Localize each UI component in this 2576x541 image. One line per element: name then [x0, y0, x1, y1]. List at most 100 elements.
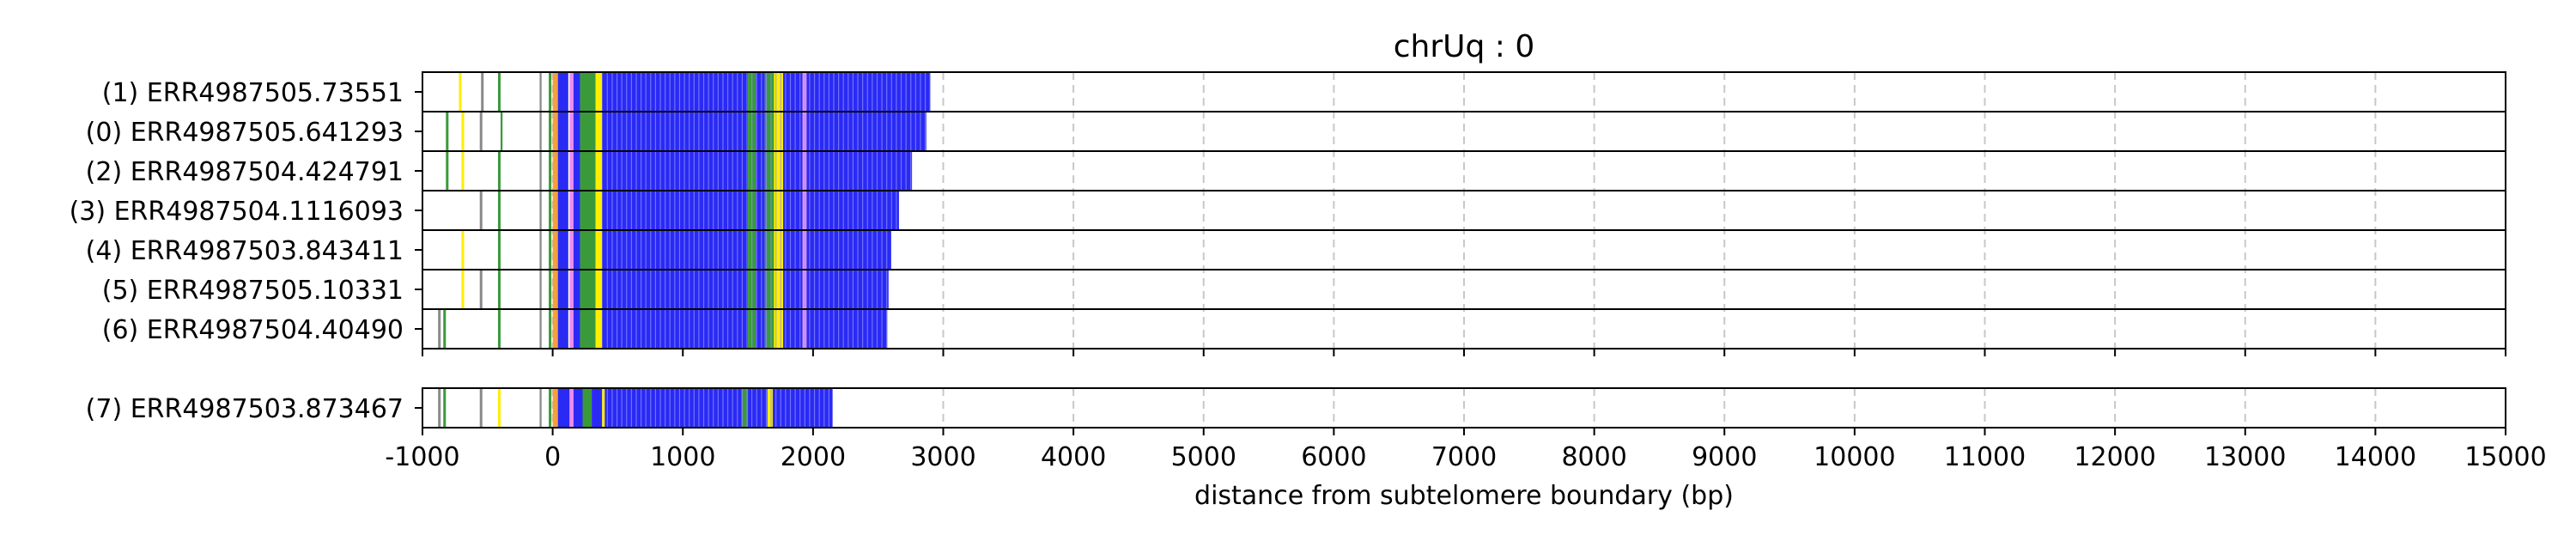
read-segment — [461, 270, 465, 308]
read-label: (2) ERR4987504.424791 — [86, 157, 404, 187]
read-segment — [557, 231, 568, 269]
read-segment — [595, 112, 603, 150]
read-segment — [539, 191, 542, 229]
read-segment — [580, 152, 596, 190]
read-segment — [539, 231, 542, 269]
read-segment — [602, 389, 605, 427]
x-tick-label: 6000 — [1301, 442, 1366, 472]
read-segment — [756, 310, 765, 348]
read-label: (1) ERR4987505.73551 — [102, 78, 404, 108]
chart-title: chrUq : 0 — [1394, 29, 1535, 64]
read-label: (5) ERR4987505.10331 — [102, 276, 404, 306]
read-segment — [783, 191, 803, 229]
read-segment — [497, 310, 501, 348]
read-segment — [557, 112, 568, 150]
x-tick-label: 12000 — [2074, 442, 2155, 472]
read-segment — [569, 310, 574, 348]
read-segment — [569, 389, 574, 427]
read-label: (7) ERR4987503.873467 — [86, 394, 404, 424]
read-segment — [552, 191, 558, 229]
read-segment — [557, 73, 568, 111]
x-tick-label: 2000 — [781, 442, 846, 472]
read-segment — [438, 389, 441, 427]
x-tick-label: 4000 — [1041, 442, 1106, 472]
read-segment — [592, 389, 603, 427]
read-segment — [774, 231, 784, 269]
read-segment — [573, 112, 580, 150]
read-segment — [569, 270, 574, 308]
read-segment — [806, 73, 931, 111]
read-segment — [539, 310, 542, 348]
x-axis-label: distance from subtelomere boundary (bp) — [1194, 481, 1734, 511]
read-segment — [767, 389, 773, 427]
read-segment — [459, 73, 462, 111]
read-segment — [774, 310, 784, 348]
read-segment — [774, 73, 784, 111]
read-segment — [764, 191, 775, 229]
read-segment — [741, 389, 749, 427]
read-label: (4) ERR4987503.843411 — [86, 236, 404, 266]
read-segment — [438, 310, 441, 348]
read-segment — [549, 231, 552, 269]
x-tick-label: 13000 — [2204, 442, 2286, 472]
read-segment — [764, 231, 775, 269]
read-segment — [783, 152, 803, 190]
read-segment — [573, 191, 580, 229]
read-segment — [783, 112, 803, 150]
read-segment — [764, 112, 775, 150]
read-segment — [479, 389, 483, 427]
read-segment — [552, 152, 558, 190]
read-segment — [569, 112, 574, 150]
read-segment — [573, 270, 580, 308]
plot-area: (1) ERR4987505.73551 (0) ERR4987505.64129… — [70, 71, 2547, 472]
read-segment — [573, 389, 583, 427]
read-segment — [479, 191, 483, 229]
read-segment — [569, 152, 574, 190]
read-segment — [539, 112, 542, 150]
x-tick-label: 7000 — [1431, 442, 1497, 472]
read-segment — [552, 310, 558, 348]
read-segment — [552, 112, 558, 150]
read-segment — [783, 231, 803, 269]
read-segment — [443, 310, 447, 348]
read-segment — [580, 112, 596, 150]
read-segment — [557, 152, 568, 190]
x-tick-label: 5000 — [1171, 442, 1236, 472]
read-segment — [774, 270, 784, 308]
read-segment — [573, 73, 580, 111]
x-tick-label: 0 — [544, 442, 561, 472]
read-segment — [806, 270, 889, 308]
read-segment — [552, 73, 558, 111]
x-tick-label: 15000 — [2464, 442, 2546, 472]
read-segment — [756, 112, 765, 150]
read-segment — [497, 152, 501, 190]
read-segment — [557, 191, 568, 229]
read-segment — [573, 231, 580, 269]
read-segment — [569, 73, 574, 111]
read-label: (0) ERR4987505.641293 — [86, 118, 404, 148]
read-segment — [557, 389, 570, 427]
read-segment — [573, 310, 580, 348]
read-segment — [595, 152, 603, 190]
read-segment — [497, 389, 501, 427]
x-tick-label: 3000 — [910, 442, 975, 472]
read-segment — [446, 152, 449, 190]
read-segment — [756, 152, 765, 190]
read-segment — [549, 191, 552, 229]
read-segment — [549, 112, 552, 150]
read-segment — [557, 270, 568, 308]
x-tick-label: 11000 — [1944, 442, 2026, 472]
read-segment — [756, 73, 765, 111]
read-segment — [774, 152, 784, 190]
read-segment — [772, 389, 833, 427]
read-segment — [605, 389, 742, 427]
read-segment — [539, 152, 542, 190]
read-segment — [774, 112, 784, 150]
read-segment — [580, 191, 596, 229]
read-segment — [764, 270, 775, 308]
read-segment — [497, 191, 501, 229]
x-tick-label: 1000 — [650, 442, 715, 472]
read-segment — [783, 73, 803, 111]
read-segment — [461, 152, 465, 190]
